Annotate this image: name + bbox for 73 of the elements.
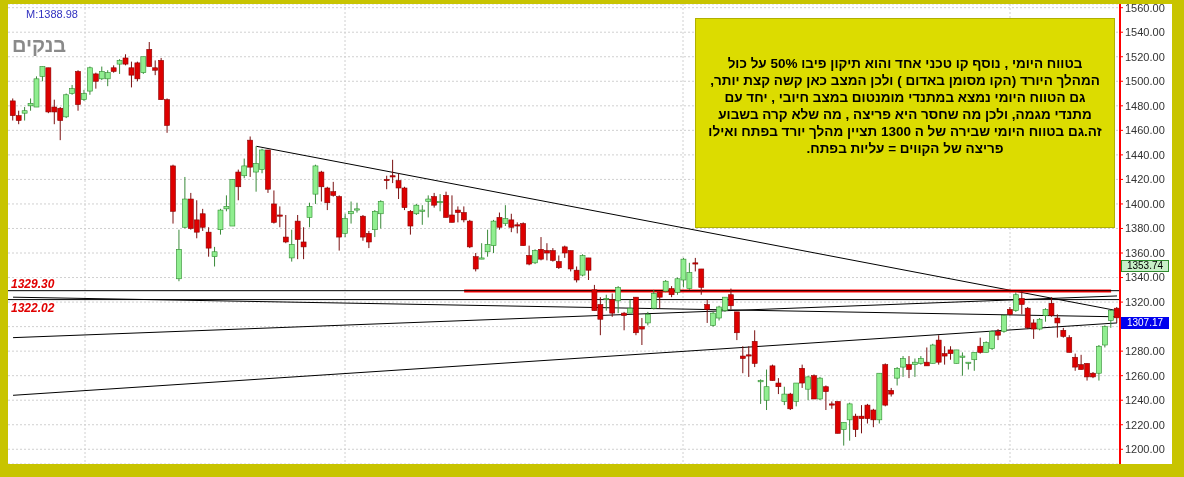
candlestick	[846, 402, 853, 442]
y-tick-label: 1360.00	[1125, 246, 1165, 259]
note-box: בטווח היומי , נוסף קו טכני אחד והוא תיקון פיבו 50% על כול המהלך היורד (הקו מסומן באדום ) ולכן המצב כאן קשה קצת יותר, גם הטווח היומי נמצא במתנדי מומנטום במצב חיובי , יחד עם מתנדי מגמה, ולכן מה שחסר היא פריצה , מה שלא קרה בשבוע זה.גם בטווח היומי שבירה של ה 1300 תציין מהלך יורד בפתח ואילו פריצה של הקווים = עליות בפתח.	[695, 18, 1115, 228]
text: בנקים	[12, 34, 67, 57]
y-tick-label: 1400.00	[1125, 197, 1165, 210]
y-tick-label: 1220.00	[1125, 418, 1165, 431]
y-tick-label: 1500.00	[1125, 75, 1165, 88]
candlestick	[235, 169, 242, 201]
y-tick-label: 1560.00	[1125, 1, 1165, 14]
candlestick	[354, 202, 360, 214]
y-tick-label: 1240.00	[1125, 394, 1165, 407]
candlestick	[288, 229, 295, 263]
y-tick-label: 1540.00	[1125, 26, 1165, 39]
candlestick	[282, 214, 289, 244]
candlestick	[823, 384, 829, 411]
candlestick	[211, 246, 218, 268]
candlestick	[763, 369, 770, 411]
y-tick-label: 1460.00	[1125, 124, 1165, 137]
candlestick	[1108, 308, 1114, 329]
y-tick-label: 1280.00	[1125, 345, 1165, 358]
candlestick	[793, 382, 800, 407]
candlestick	[1013, 291, 1019, 313]
candlestick	[1102, 324, 1108, 348]
candlestick	[1001, 313, 1007, 334]
y-tick-label: 1260.00	[1125, 369, 1165, 382]
y-tick-label: 1440.00	[1125, 148, 1165, 161]
candlestick	[502, 204, 509, 227]
text: 1307.17	[1121, 317, 1169, 329]
ref-line-label: 1329.30	[11, 276, 55, 291]
candlestick	[757, 378, 764, 405]
candlestick	[900, 355, 906, 378]
candlestick	[342, 213, 348, 238]
candlestick	[87, 66, 93, 96]
candlestick	[407, 209, 414, 236]
candlestick	[894, 366, 900, 386]
candlestick	[995, 328, 1001, 341]
candlestick	[205, 226, 212, 258]
candlestick	[437, 193, 443, 212]
y-tick-label: 1340.00	[1125, 271, 1165, 284]
candlestick	[924, 346, 930, 367]
candlestick	[906, 355, 912, 379]
candlestick	[627, 299, 633, 314]
candlestick	[734, 311, 740, 341]
y-tick-label: 1480.00	[1125, 99, 1165, 112]
candlestick	[781, 386, 788, 406]
candlestick	[811, 373, 817, 400]
annotation: גם הטווח היומי נמצא במתנדי מומנטום במצב חיובי , יחד עם מתנדי מגמה, ולכן מה שחסר היא פריצה , מה שלא קרה בשבוע זה.גם בטווח היומי שבירה של ה 1300 תציין מהלך יורד בפתח ואילו פריצה של הקווים = עליות בפתח.	[707, 89, 1103, 157]
y-tick-label: 1380.00	[1125, 222, 1165, 235]
candlestick	[805, 375, 811, 401]
annotation: M:1388.98	[26, 8, 78, 20]
candlestick	[609, 292, 616, 318]
candlestick	[306, 202, 313, 228]
candlestick	[971, 351, 978, 372]
y-tick-label: 1200.00	[1125, 443, 1165, 456]
candlestick	[799, 364, 805, 389]
ref-line-label: 1322.02	[11, 300, 55, 315]
candlestick	[698, 268, 705, 296]
y-tick-label: 1520.00	[1125, 50, 1165, 63]
candlestick	[472, 252, 479, 272]
candlestick	[585, 257, 592, 281]
candlestick	[615, 285, 621, 314]
text: 1353.74	[1121, 259, 1169, 272]
candlestick	[146, 41, 153, 68]
y-tick-label: 1420.00	[1125, 173, 1165, 186]
candlestick	[348, 200, 354, 225]
candlestick	[728, 288, 734, 310]
candlestick	[704, 299, 710, 324]
candlestick	[1018, 290, 1025, 315]
annotation: בטווח היומי , נוסף קו טכני אחד והוא תיקון פיבו 50% על כול המהלך היורד (הקו מסומן באדום ) ולכן המצב כאן קשה קצת יותר,	[709, 55, 1101, 89]
y-tick-label: 1320.00	[1125, 295, 1165, 308]
candlestick	[241, 158, 248, 179]
candlestick	[425, 194, 432, 218]
candlestick	[840, 421, 847, 447]
